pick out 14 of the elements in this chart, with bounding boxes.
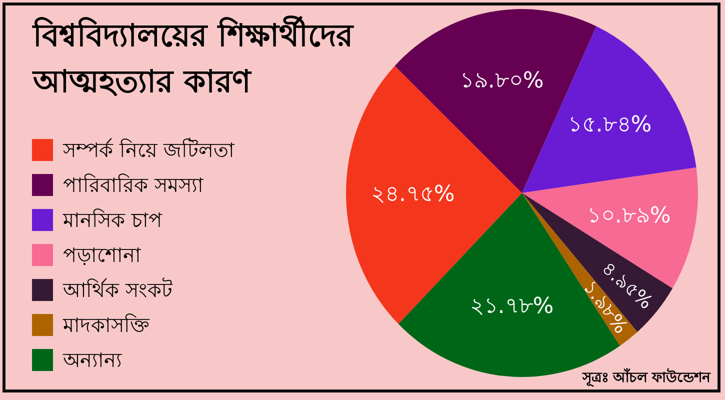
legend-label: অন্যান্য bbox=[62, 348, 123, 372]
title: বিশ্ববিদ্যালয়ের শিক্ষার্থীদের আত্মহত্যার কারণ bbox=[33, 18, 353, 100]
data-label: ১৯.৮০% bbox=[460, 68, 544, 94]
legend-label: পড়াশোনা bbox=[63, 243, 142, 267]
legend-label: আর্থিক সংকট bbox=[62, 278, 174, 302]
data-label: ২৪.৭৫% bbox=[370, 182, 455, 208]
data-label: ১৫.৮৪% bbox=[568, 112, 652, 138]
legend-label: পারিবারিক সমস্যা bbox=[63, 173, 204, 197]
data-label: ২১.৭৮% bbox=[470, 294, 554, 320]
legend-label: সম্পর্ক নিয়ে জটিলতা bbox=[62, 138, 236, 162]
legend-label: মাদকাসক্তি bbox=[62, 313, 150, 337]
data-label: ১০.৮৯% bbox=[586, 203, 671, 228]
legend-label: মানসিক চাপ bbox=[62, 208, 162, 232]
annotation: সূত্রঃ আঁচল ফাউন্ডেশন bbox=[582, 370, 710, 386]
